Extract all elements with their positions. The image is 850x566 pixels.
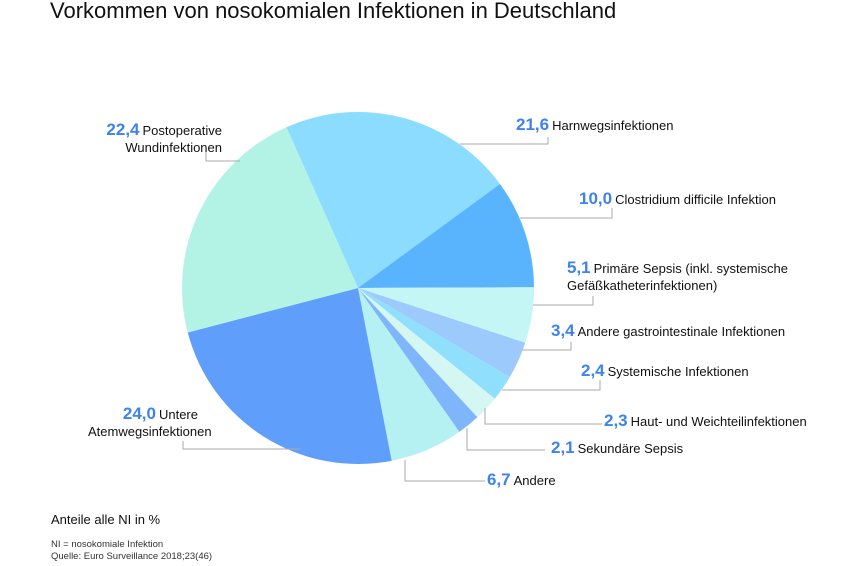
pie-slice-1 (358, 183, 534, 288)
category-label: Untere (158, 407, 198, 422)
slice-label-haut: 2,3 Haut- und Weichteilinfektionen (604, 412, 807, 430)
slice-label-andere: 6,7 Andere (487, 471, 556, 489)
leader-line-9 (205, 152, 240, 162)
pie-slice-2 (358, 287, 534, 343)
category-label: Primäre Sepsis (inkl. systemische (593, 261, 788, 276)
category-label: Clostridium difficile Infektion (615, 192, 776, 207)
chart-title: Vorkommen von nosokomialen Infektionen i… (50, 0, 617, 23)
category-label: Harnwegsinfektionen (552, 118, 674, 133)
category-label: Postoperative (142, 123, 223, 138)
category-label-line2: Wundinfektionen (125, 140, 222, 155)
value-label: 2,3 (604, 411, 628, 430)
category-label: Systemische Infektionen (607, 364, 749, 379)
value-label: 21,6 (516, 115, 550, 134)
value-label: 5,1 (567, 258, 591, 277)
slice-label-sekundaere-sepsis: 2,1 Sekundäre Sepsis (551, 439, 683, 457)
pie-slice-3 (358, 288, 526, 377)
slice-label-systemische: 2,4 Systemische Infektionen (581, 362, 749, 380)
category-label: Andere (513, 473, 556, 488)
leader-line-1 (520, 208, 613, 219)
category-label: Haut- und Weichteilinfektionen (630, 414, 807, 429)
value-label: 22,4 (106, 120, 140, 139)
pie-slice-5 (358, 288, 495, 418)
value-label: 2,4 (581, 361, 605, 380)
pie-slice-7 (358, 288, 460, 461)
slice-label-harnwegs: 21,6 Harnwegsinfektionen (516, 116, 674, 134)
value-label: 6,7 (487, 470, 511, 489)
pie-slice-6 (358, 288, 478, 432)
slice-label-primaere-sepsis: 5,1 Primäre Sepsis (inkl. systemische Gefä… (567, 259, 788, 294)
category-label-line2: Atemwegsinfektionen (88, 424, 212, 439)
leader-line-6 (466, 428, 545, 451)
value-label: 3,4 (551, 321, 575, 340)
leader-line-5 (484, 408, 602, 425)
slice-label-postoperative: 22,4 Postoperative Wundinfektionen (102, 121, 222, 156)
pie-slice-8 (187, 288, 392, 464)
value-label: 24,0 (122, 404, 156, 423)
source-note: Quelle: Euro Surveillance 2018;23(46) (51, 551, 213, 562)
slice-label-untere-atemwege: 24,0 Untere Atemwegsinfektionen (88, 404, 212, 440)
footnote: NI = nosokomiale Infektion (51, 539, 164, 550)
value-label: 2,1 (551, 438, 575, 457)
leader-line-8 (182, 441, 300, 450)
pie-slice-4 (358, 288, 510, 399)
leader-line-3 (522, 342, 572, 351)
unit-label: Anteile alle NI in % (51, 512, 161, 527)
value-label: 10,0 (579, 189, 613, 208)
category-label: Andere gastrointestinale Infektionen (577, 324, 786, 339)
leader-line-7 (404, 460, 485, 482)
leader-line-2 (533, 296, 594, 306)
leader-line-0 (460, 137, 549, 145)
pie-slice-9 (182, 127, 358, 333)
leader-line-4 (502, 380, 601, 391)
pie-slice-0 (286, 111, 500, 288)
slice-label-clostridium: 10,0 Clostridium difficile Infektion (579, 190, 776, 208)
category-label-line2: Gefäßkatheterinfektionen) (567, 278, 718, 293)
category-label: Sekundäre Sepsis (577, 441, 684, 456)
slice-label-gastro: 3,4 Andere gastrointestinale Infektionen (551, 322, 785, 340)
